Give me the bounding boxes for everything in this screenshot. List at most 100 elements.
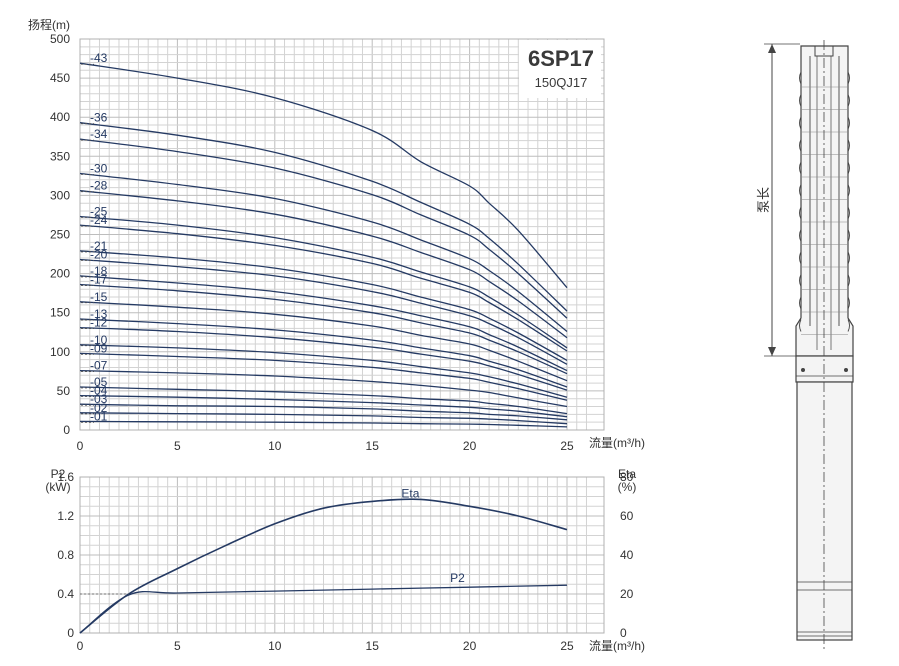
curve-label-24: -24 xyxy=(90,213,108,227)
y-tick-label: 200 xyxy=(50,267,70,281)
curve-label-12: -12 xyxy=(90,316,108,330)
stage-bulge-right xyxy=(847,251,850,265)
head-curves xyxy=(79,62,568,428)
stage-bulge-right xyxy=(847,274,850,287)
x-tick-label: 25 xyxy=(560,639,574,653)
y2-tick-label: 0 xyxy=(620,626,627,640)
head-curve-28 xyxy=(79,190,568,339)
top-chart-grid xyxy=(79,38,605,431)
curve-label-01: -01 xyxy=(90,409,108,423)
power-efficiency-curves: Eta P2 xyxy=(79,486,568,634)
stage-bulge-left xyxy=(799,71,802,85)
curve-label-21: -21 xyxy=(90,239,108,253)
stage-bulge-left xyxy=(799,161,802,175)
plot-frame xyxy=(79,476,605,634)
x-tick-label: 15 xyxy=(366,639,380,653)
y-tick-label: 300 xyxy=(50,188,70,202)
stage-bulge-left xyxy=(799,116,802,130)
stage-bulge-left xyxy=(799,206,802,220)
head-curve-02 xyxy=(79,412,568,425)
curve-label-28: -28 xyxy=(90,179,108,193)
y-tick-label: 50 xyxy=(57,384,71,398)
head-curve-25 xyxy=(79,215,568,349)
coupling-bolt-left xyxy=(801,368,805,372)
stage-bulge-right xyxy=(847,161,850,175)
model-subtitle: 150QJ17 xyxy=(535,75,588,90)
eta-curve-label: Eta xyxy=(401,486,419,500)
curve-label-09: -09 xyxy=(90,341,108,355)
stage-bulge-right xyxy=(847,206,850,220)
curve-label-20: -20 xyxy=(90,248,108,262)
curve-p2 xyxy=(79,584,568,634)
x-tick-label: 0 xyxy=(77,639,84,653)
stage-bulge-right xyxy=(847,94,850,107)
x-axis-title: 流量(m³/h) xyxy=(589,639,645,653)
curve-label-18: -18 xyxy=(90,264,108,278)
y-tick-label: 1.6 xyxy=(57,470,74,484)
curve-label-17: -17 xyxy=(90,273,108,287)
x-tick-label: 5 xyxy=(174,439,181,453)
y-axis-title-line1: P2 xyxy=(51,467,66,481)
head-curve-10 xyxy=(79,344,568,398)
stage-bulge-right xyxy=(847,229,850,242)
y2-axis-title-line1: Eta xyxy=(618,467,636,481)
curve-eta xyxy=(79,498,568,634)
head-curve-07 xyxy=(79,369,568,408)
curve-label-34: -34 xyxy=(90,127,108,141)
head-curve-18 xyxy=(79,275,568,372)
y-tick-label: 250 xyxy=(50,228,70,242)
stage-bulge-right xyxy=(847,139,850,152)
y-tick-label: 0 xyxy=(63,423,70,437)
stage-bulge-left xyxy=(799,296,802,310)
head-curve-43 xyxy=(79,62,568,289)
curve-label-36: -36 xyxy=(90,111,108,125)
head-curve-04 xyxy=(79,394,568,418)
y-tick-label: 100 xyxy=(50,345,70,359)
head-curve-12 xyxy=(79,326,568,391)
curve-label-03: -03 xyxy=(90,392,108,406)
y-axis-title: 扬程(m) xyxy=(28,17,70,32)
head-curve-30 xyxy=(79,172,568,333)
y-tick-label: 0.8 xyxy=(57,548,74,562)
stage-bulge-right xyxy=(847,71,850,85)
y-axis-title-line2: (kW) xyxy=(45,480,70,494)
bottom-chart-grid xyxy=(79,476,605,634)
stage-bulge-left xyxy=(799,184,802,197)
y2-axis-title-line2: (%) xyxy=(618,480,637,494)
curve-label-43: -43 xyxy=(90,51,108,65)
y2-tick-label: 60 xyxy=(620,509,634,523)
y2-tick-label: 80 xyxy=(620,470,634,484)
head-curve-36 xyxy=(79,122,568,312)
y-tick-label: 0.4 xyxy=(57,587,74,601)
model-box: 6SP17 150QJ17 xyxy=(519,40,601,98)
x-tick-label: 15 xyxy=(366,439,380,453)
stage-bulge-left xyxy=(799,251,802,265)
y-tick-label: 500 xyxy=(50,32,70,46)
head-curve-15 xyxy=(79,301,568,382)
x-tick-label: 0 xyxy=(77,439,84,453)
y-tick-label: 1.2 xyxy=(57,509,74,523)
head-curve-09 xyxy=(79,352,568,401)
curve-label-04: -04 xyxy=(90,384,108,398)
curve-label-02: -02 xyxy=(90,401,108,415)
x-tick-label: 20 xyxy=(463,439,477,453)
pump-coupling xyxy=(795,355,854,383)
stage-bulge-left xyxy=(799,139,802,152)
x-tick-label: 10 xyxy=(268,639,282,653)
y2-tick-label: 40 xyxy=(620,548,634,562)
p2-curve-label: P2 xyxy=(450,571,465,585)
x-tick-label: 5 xyxy=(174,639,181,653)
y-tick-label: 150 xyxy=(50,306,70,320)
curve-label-15: -15 xyxy=(90,290,108,304)
plot-frame xyxy=(79,38,605,431)
dimension-arrow-top xyxy=(768,44,776,53)
curve-label-25: -25 xyxy=(90,205,108,219)
dimension-arrow-bottom xyxy=(768,347,776,356)
curve-label-07: -07 xyxy=(90,359,108,373)
y-tick-label: 400 xyxy=(50,110,70,124)
y-tick-label: 350 xyxy=(50,149,70,163)
coupling-bolt-right xyxy=(844,368,848,372)
curve-label-05: -05 xyxy=(90,375,108,389)
